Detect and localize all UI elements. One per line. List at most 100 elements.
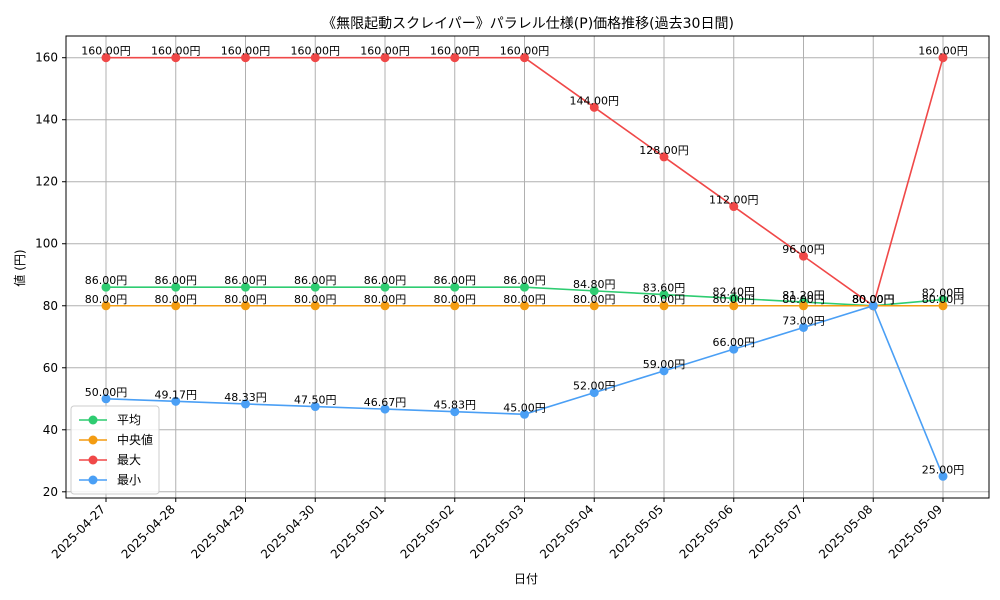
legend-label: 平均 [117,413,141,427]
data-label: 86.00円 [503,274,546,287]
data-point [310,53,320,63]
data-point [868,301,878,311]
data-point [520,53,529,63]
data-label: 80.00円 [155,293,198,306]
series-layer [101,53,948,481]
x-tick-label: 2025-04-27 [49,502,108,561]
data-point [241,53,250,63]
x-tick-label: 2025-05-07 [746,502,805,561]
data-label: 81.20円 [782,289,825,302]
data-label: 160.00円 [221,45,271,58]
legend-swatch-marker [88,475,98,485]
data-point [729,301,739,311]
data-point [589,286,599,296]
x-tick-label: 2025-05-05 [607,502,666,561]
data-point [101,53,111,63]
legend-label: 中央値 [117,432,153,447]
data-label: 144.00円 [570,94,620,107]
y-axis-label: 値 (円) [12,249,27,286]
data-label: 80.00円 [782,293,825,306]
data-point [380,282,390,292]
data-point [241,399,250,409]
legend-swatch-marker [88,435,98,445]
data-label: 112.00円 [709,194,759,207]
data-label: 80.00円 [852,293,895,306]
data-label: 45.83円 [434,399,477,412]
data-point [659,152,669,162]
data-point [310,402,320,412]
data-label: 160.00円 [430,45,480,58]
data-point [450,407,460,417]
data-label: 160.00円 [918,45,968,58]
data-label: 46.67円 [364,396,407,409]
data-label: 80.00円 [434,293,477,306]
data-point [380,404,390,414]
data-label: 86.00円 [85,274,128,287]
y-axis-ticks: 20 40 60 80 100 120 140 160 [35,51,66,499]
data-point [589,301,599,311]
y-tick-label: 160 [35,51,58,65]
data-point [241,282,250,292]
x-tick-label: 2025-05-09 [886,502,945,561]
legend-frame [70,405,160,495]
data-label: 80.00円 [85,293,128,306]
data-point [729,202,739,212]
x-axis-ticks: 2025-04-27 2025-04-28 2025-04-29 2025-04-30… [49,498,945,561]
x-tick-label: 2025-05-03 [467,502,526,561]
data-label: 66.00円 [713,336,756,349]
data-point [101,394,111,404]
data-point [380,301,390,311]
x-tick-label: 2025-05-01 [328,502,387,561]
data-label: 160.00円 [291,45,341,58]
data-label: 160.00円 [81,45,131,58]
y-tick-label: 20 [43,485,58,499]
data-point [799,251,808,261]
x-tick-label: 2025-04-29 [188,502,247,561]
data-label: 160.00円 [360,45,410,58]
legend-swatch-marker [88,415,98,425]
data-label: 80.00円 [852,293,895,306]
plot-frame [65,35,990,499]
data-label: 86.00円 [155,274,198,287]
data-point [799,322,808,332]
data-point [101,301,111,311]
data-point [938,53,948,63]
y-tick-label: 100 [35,237,58,251]
data-point [938,301,948,311]
y-tick-label: 120 [35,175,58,189]
data-point [450,282,460,292]
data-label: 82.40円 [713,285,756,298]
data-label: 160.00円 [151,45,201,58]
data-point [589,388,599,398]
data-point [101,282,111,292]
data-label: 47.50円 [294,394,337,407]
data-label: 80.00円 [852,293,895,306]
data-point [938,295,948,305]
data-point [799,301,808,311]
data-point [659,290,669,300]
data-label: 96.00円 [782,243,825,256]
data-label: 80.00円 [852,293,895,306]
data-point [310,282,320,292]
data-label: 80.00円 [922,293,965,306]
data-label: 83.60円 [643,282,686,295]
data-label: 49.17円 [155,388,198,401]
x-tick-label: 2025-05-02 [398,502,457,561]
data-label: 50.00円 [85,386,128,399]
data-label: 82.00円 [922,287,965,300]
data-label: 59.00円 [643,358,686,371]
data-point [380,53,390,63]
data-label: 80.00円 [643,293,686,306]
data-point [729,344,739,354]
data-point [171,53,181,63]
data-label: 84.80円 [573,278,616,291]
y-tick-label: 60 [43,361,58,375]
data-point [729,293,739,303]
x-tick-label: 2025-05-06 [677,502,736,561]
data-labels: 86.00円 86.00円 86.00円 86.00円 86.00円 86.00円 86.0… [81,45,968,477]
x-tick-label: 2025-05-04 [537,502,596,561]
data-label: 52.00円 [573,380,616,393]
data-label: 25.00円 [922,463,965,476]
